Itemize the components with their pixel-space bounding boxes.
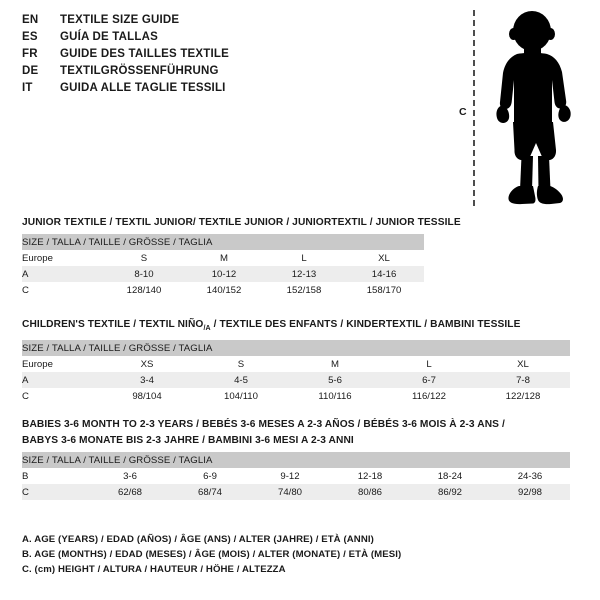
children-title-rest: / TEXTILE DES ENFANTS / KINDERTEXTIL / B… bbox=[210, 319, 521, 330]
cell-value: 74/80 bbox=[250, 484, 330, 500]
cell-value: 98/104 bbox=[100, 388, 194, 405]
language-code: ES bbox=[22, 31, 38, 43]
children-size-header-row: SIZE / TALLA / TAILLE / GRÖSSE / TAGLIA bbox=[22, 340, 571, 357]
table-row: Europe S M L XL bbox=[22, 250, 425, 266]
cell-value: 116/122 bbox=[382, 388, 476, 405]
cell-value: 7-8 bbox=[476, 372, 571, 389]
row-label: C bbox=[22, 484, 90, 500]
cell-value: S bbox=[194, 356, 288, 373]
babies-size-table: SIZE / TALLA / TAILLE / GRÖSSE / TAGLIA … bbox=[22, 452, 570, 500]
legend-line-a: A. AGE (YEARS) / EDAD (AÑOS) / ÂGE (ANS)… bbox=[22, 534, 374, 545]
table-row: Europe XS S M L XL bbox=[22, 356, 571, 373]
cell-value: 158/170 bbox=[344, 282, 425, 298]
junior-size-header-row: SIZE / TALLA / TAILLE / GRÖSSE / TAGLIA bbox=[22, 234, 425, 250]
cell-value: 140/152 bbox=[184, 282, 264, 298]
cell-value: 128/140 bbox=[104, 282, 184, 298]
cell-value: 86/92 bbox=[410, 484, 490, 500]
cell-value: 4-5 bbox=[194, 372, 288, 389]
cell-value: 18-24 bbox=[410, 468, 490, 484]
cell-value: L bbox=[382, 356, 476, 373]
row-label: Europe bbox=[22, 356, 100, 373]
cell-value: 3-4 bbox=[100, 372, 194, 389]
row-label: A bbox=[22, 266, 104, 282]
children-section-title: CHILDREN'S TEXTILE / TEXTIL NIÑO/A / TEX… bbox=[22, 318, 570, 336]
language-title: GUIDA ALLE TAGLIE TESSILI bbox=[60, 82, 226, 94]
cell-value: XL bbox=[344, 250, 425, 266]
babies-section-title-line2: BABYS 3-6 MONATE BIS 2-3 JAHRE / BAMBINI… bbox=[22, 435, 354, 446]
row-label: A bbox=[22, 372, 100, 389]
section-junior: JUNIOR TEXTILE / TEXTIL JUNIOR/ TEXTILE … bbox=[22, 216, 461, 298]
section-babies: BABIES 3-6 MONTH TO 2-3 YEARS / BEBÉS 3-… bbox=[22, 418, 570, 500]
babies-section-title-line1: BABIES 3-6 MONTH TO 2-3 YEARS / BEBÉS 3-… bbox=[22, 419, 505, 430]
height-figure: C bbox=[450, 8, 590, 208]
children-title-subscript: /A bbox=[203, 325, 211, 333]
language-row: FR GUIDE DES TAILLES TEXTILE bbox=[22, 48, 442, 65]
cell-value: 68/74 bbox=[170, 484, 250, 500]
cell-value: L bbox=[264, 250, 344, 266]
table-row: C 98/104 104/110 110/116 116/122 122/128 bbox=[22, 388, 571, 405]
language-row: DE TEXTILGRÖSSENFÜHRUNG bbox=[22, 65, 442, 82]
language-header-block: EN TEXTILE SIZE GUIDE ES GUÍA DE TALLAS … bbox=[22, 14, 442, 99]
height-measure-label: C bbox=[459, 106, 467, 118]
cell-value: 5-6 bbox=[288, 372, 382, 389]
cell-value: 10-12 bbox=[184, 266, 264, 282]
language-title: TEXTILE SIZE GUIDE bbox=[60, 14, 180, 26]
cell-value: 110/116 bbox=[288, 388, 382, 405]
table-row: C 128/140 140/152 152/158 158/170 bbox=[22, 282, 425, 298]
language-code: IT bbox=[22, 82, 33, 94]
language-title: GUÍA DE TALLAS bbox=[60, 31, 158, 43]
cell-value: XS bbox=[100, 356, 194, 373]
language-row: ES GUÍA DE TALLAS bbox=[22, 31, 442, 48]
cell-value: 6-9 bbox=[170, 468, 250, 484]
cell-value: 80/86 bbox=[330, 484, 410, 500]
babies-size-header: SIZE / TALLA / TAILLE / GRÖSSE / TAGLIA bbox=[22, 452, 570, 468]
toddler-silhouette-icon bbox=[496, 11, 571, 205]
cell-value: 14-16 bbox=[344, 266, 425, 282]
cell-value: 12-13 bbox=[264, 266, 344, 282]
section-children: CHILDREN'S TEXTILE / TEXTIL NIÑO/A / TEX… bbox=[22, 318, 571, 405]
row-label: C bbox=[22, 282, 104, 298]
language-title: TEXTILGRÖSSENFÜHRUNG bbox=[60, 65, 219, 77]
legend-line-c: C. (cm) HEIGHT / ALTURA / HAUTEUR / HÖHE… bbox=[22, 564, 286, 575]
cell-value: 152/158 bbox=[264, 282, 344, 298]
row-label: B bbox=[22, 468, 90, 484]
children-size-table: SIZE / TALLA / TAILLE / GRÖSSE / TAGLIA … bbox=[22, 340, 571, 405]
cell-value: M bbox=[184, 250, 264, 266]
language-row: IT GUIDA ALLE TAGLIE TESSILI bbox=[22, 82, 442, 99]
cell-value: 6-7 bbox=[382, 372, 476, 389]
cell-value: 3-6 bbox=[90, 468, 170, 484]
cell-value: 122/128 bbox=[476, 388, 571, 405]
junior-size-header: SIZE / TALLA / TAILLE / GRÖSSE / TAGLIA bbox=[22, 234, 425, 250]
cell-value: S bbox=[104, 250, 184, 266]
babies-size-header-row: SIZE / TALLA / TAILLE / GRÖSSE / TAGLIA bbox=[22, 452, 570, 468]
cell-value: 92/98 bbox=[490, 484, 570, 500]
junior-size-table: SIZE / TALLA / TAILLE / GRÖSSE / TAGLIA … bbox=[22, 234, 425, 298]
language-row: EN TEXTILE SIZE GUIDE bbox=[22, 14, 442, 31]
cell-value: M bbox=[288, 356, 382, 373]
height-dashed-line bbox=[473, 10, 475, 206]
cell-value: 8-10 bbox=[104, 266, 184, 282]
cell-value: XL bbox=[476, 356, 571, 373]
table-row: C 62/68 68/74 74/80 80/86 86/92 92/98 bbox=[22, 484, 570, 500]
language-code: FR bbox=[22, 48, 38, 60]
language-title: GUIDE DES TAILLES TEXTILE bbox=[60, 48, 229, 60]
table-row: A 3-4 4-5 5-6 6-7 7-8 bbox=[22, 372, 571, 389]
row-label: C bbox=[22, 388, 100, 405]
row-label: Europe bbox=[22, 250, 104, 266]
table-row: B 3-6 6-9 9-12 12-18 18-24 24-36 bbox=[22, 468, 570, 484]
language-code: EN bbox=[22, 14, 39, 26]
cell-value: 104/110 bbox=[194, 388, 288, 405]
children-size-header: SIZE / TALLA / TAILLE / GRÖSSE / TAGLIA bbox=[22, 340, 571, 357]
cell-value: 9-12 bbox=[250, 468, 330, 484]
language-code: DE bbox=[22, 65, 39, 77]
legend-line-b: B. AGE (MONTHS) / EDAD (MESES) / ÂGE (MO… bbox=[22, 549, 402, 560]
junior-section-title: JUNIOR TEXTILE / TEXTIL JUNIOR/ TEXTILE … bbox=[22, 217, 461, 228]
measurement-legend: A. AGE (YEARS) / EDAD (AÑOS) / ÂGE (ANS)… bbox=[22, 532, 401, 577]
table-row: A 8-10 10-12 12-13 14-16 bbox=[22, 266, 425, 282]
cell-value: 24-36 bbox=[490, 468, 570, 484]
cell-value: 62/68 bbox=[90, 484, 170, 500]
children-title-main: CHILDREN'S TEXTILE / TEXTIL NIÑO bbox=[22, 319, 204, 330]
cell-value: 12-18 bbox=[330, 468, 410, 484]
